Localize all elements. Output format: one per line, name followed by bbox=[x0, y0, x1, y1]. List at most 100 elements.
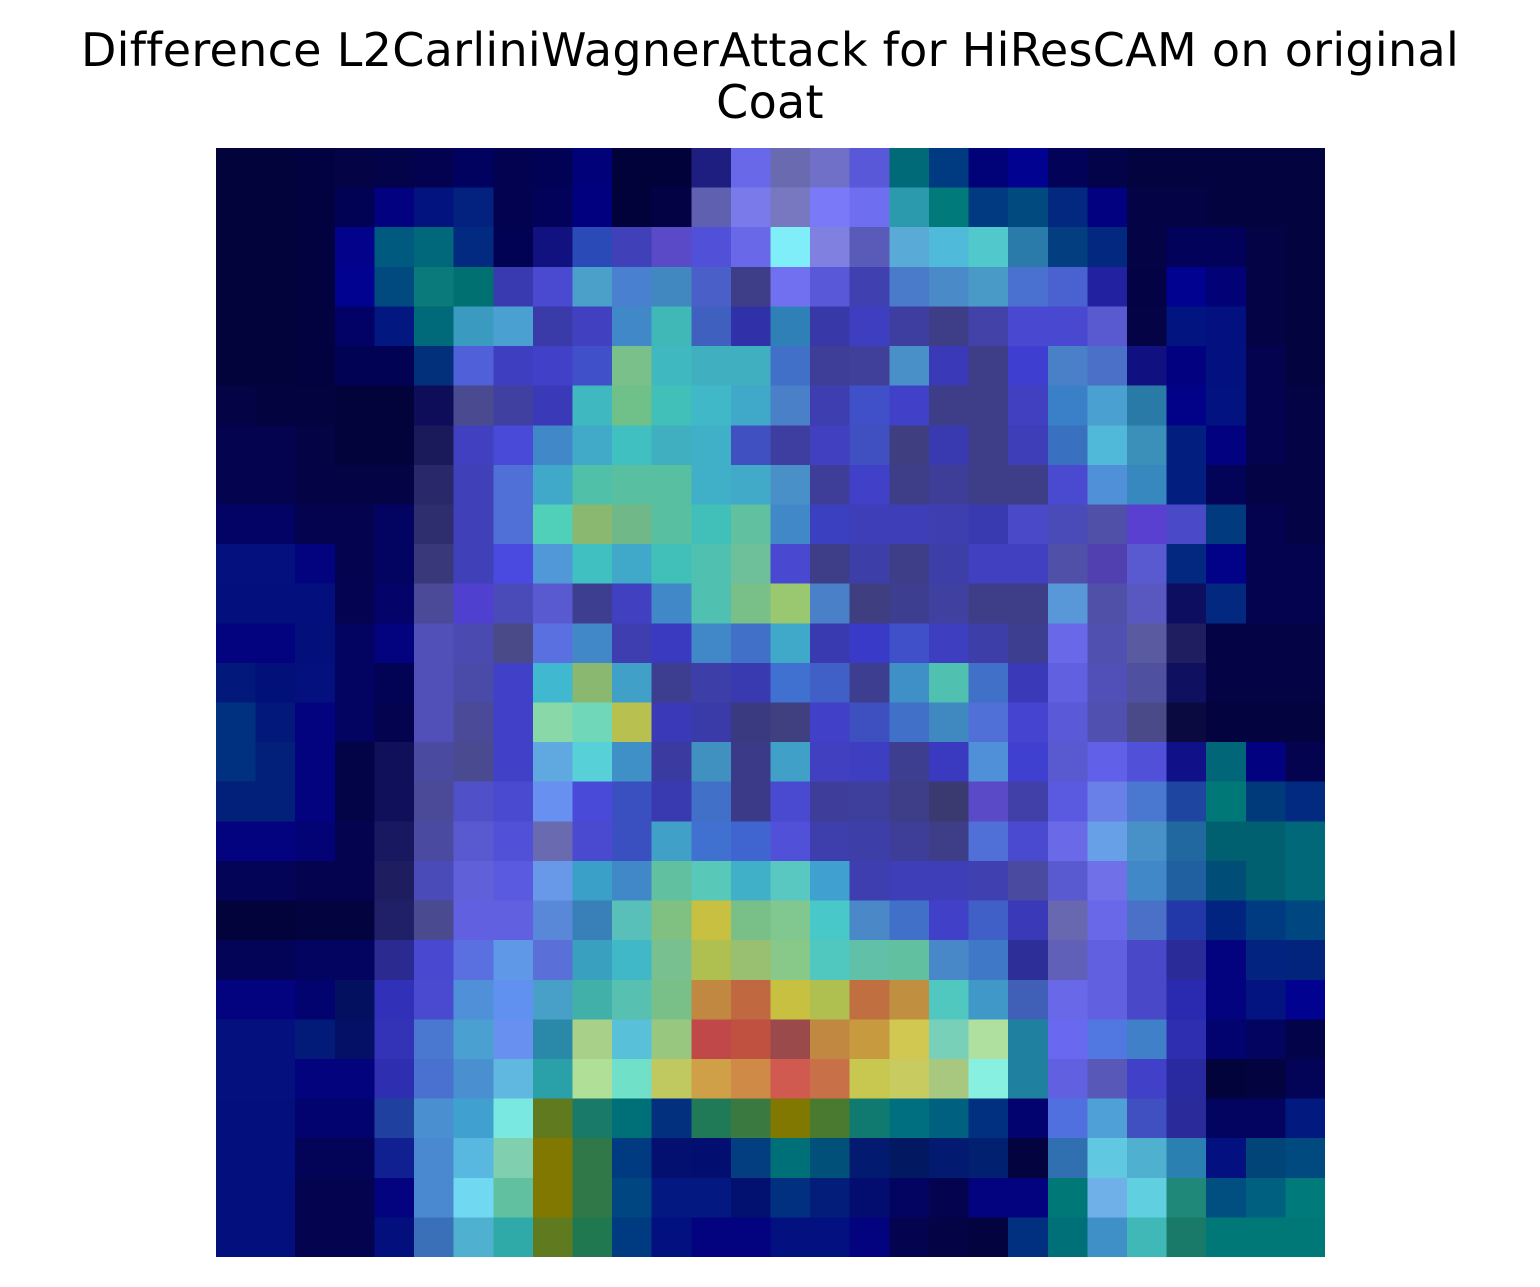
heatmap-cell-r9-c7 bbox=[493, 504, 534, 545]
heatmap-cell-r5-c5 bbox=[414, 346, 455, 387]
heatmap-cell-r15-c17 bbox=[889, 742, 930, 783]
heatmap-cell-r0-c6 bbox=[453, 148, 494, 189]
heatmap-cell-r23-c12 bbox=[691, 1058, 732, 1100]
heatmap-cell-r7-c22 bbox=[1087, 425, 1128, 466]
heatmap-cell-r13-c25 bbox=[1206, 662, 1247, 704]
heatmap-cell-r22-c5 bbox=[414, 1019, 455, 1060]
heatmap-cell-r5-c20 bbox=[1008, 346, 1049, 387]
heatmap-cell-r1-c22 bbox=[1087, 187, 1128, 228]
heatmap-cell-r13-c17 bbox=[889, 662, 930, 704]
heatmap-cell-r3-c7 bbox=[493, 266, 534, 308]
heatmap-cell-r7-c14 bbox=[770, 425, 811, 466]
heatmap-cell-r13-c24 bbox=[1166, 662, 1207, 704]
heatmap-cell-r13-c6 bbox=[453, 662, 494, 704]
heatmap-cell-r4-c24 bbox=[1166, 306, 1207, 347]
heatmap-cell-r1-c11 bbox=[651, 187, 692, 228]
heatmap-cell-r21-c21 bbox=[1047, 979, 1088, 1020]
heatmap-cell-r24-c20 bbox=[1008, 1098, 1049, 1139]
heatmap-cell-r3-c17 bbox=[889, 266, 930, 308]
heatmap-cell-r14-c14 bbox=[770, 702, 811, 743]
heatmap-cell-r21-c14 bbox=[770, 979, 811, 1020]
heatmap-cell-r22-c25 bbox=[1206, 1019, 1247, 1060]
heatmap-cell-r10-c26 bbox=[1245, 544, 1286, 585]
heatmap-cell-r10-c22 bbox=[1087, 544, 1128, 585]
heatmap-cell-r27-c2 bbox=[295, 1217, 336, 1257]
heatmap-cell-r25-c17 bbox=[889, 1138, 930, 1179]
heatmap-cell-r12-c23 bbox=[1126, 623, 1168, 664]
heatmap-cell-r11-c11 bbox=[651, 583, 692, 624]
heatmap-cell-r6-c21 bbox=[1047, 385, 1088, 426]
heatmap-cell-r0-c1 bbox=[255, 148, 296, 189]
heatmap-cell-r15-c6 bbox=[453, 742, 494, 783]
heatmap-cell-r2-c20 bbox=[1008, 227, 1049, 268]
heatmap-cell-r23-c20 bbox=[1008, 1058, 1049, 1100]
heatmap-cell-r16-c26 bbox=[1245, 781, 1286, 822]
heatmap-cell-r12-c19 bbox=[968, 623, 1009, 664]
heatmap-cell-r5-c13 bbox=[730, 346, 772, 387]
heatmap-cell-r0-c16 bbox=[849, 148, 890, 189]
heatmap-cell-r13-c9 bbox=[572, 662, 613, 704]
heatmap-cell-r13-c15 bbox=[810, 662, 851, 704]
heatmap-cell-r10-c12 bbox=[691, 544, 732, 585]
heatmap-cell-r11-c20 bbox=[1008, 583, 1049, 624]
heatmap-cell-r14-c10 bbox=[612, 702, 653, 743]
heatmap-cell-r3-c15 bbox=[810, 266, 851, 308]
heatmap-cell-r23-c19 bbox=[968, 1058, 1009, 1100]
heatmap-cell-r15-c27 bbox=[1285, 742, 1325, 783]
heatmap-cell-r21-c2 bbox=[295, 979, 336, 1020]
heatmap-cell-r24-c5 bbox=[414, 1098, 455, 1139]
heatmap-cell-r0-c10 bbox=[612, 148, 653, 189]
heatmap-cell-r4-c18 bbox=[928, 306, 970, 347]
heatmap-cell-r22-c2 bbox=[295, 1019, 336, 1060]
heatmap-cell-r17-c19 bbox=[968, 821, 1009, 862]
heatmap-cell-r24-c27 bbox=[1285, 1098, 1325, 1139]
heatmap-cell-r27-c5 bbox=[414, 1217, 455, 1257]
heatmap-cell-r2-c18 bbox=[928, 227, 970, 268]
heatmap-cell-r10-c23 bbox=[1126, 544, 1168, 585]
heatmap-cell-r1-c1 bbox=[255, 187, 296, 228]
heatmap-cell-r10-c17 bbox=[889, 544, 930, 585]
heatmap-cell-r15-c15 bbox=[810, 742, 851, 783]
heatmap-cell-r26-c9 bbox=[572, 1177, 613, 1218]
heatmap-cell-r5-c19 bbox=[968, 346, 1009, 387]
heatmap-cell-r5-c21 bbox=[1047, 346, 1088, 387]
heatmap-cell-r5-c14 bbox=[770, 346, 811, 387]
heatmap-cell-r20-c24 bbox=[1166, 940, 1207, 981]
heatmap-cell-r4-c27 bbox=[1285, 306, 1325, 347]
heatmap-cell-r24-c13 bbox=[730, 1098, 772, 1139]
heatmap-cell-r25-c16 bbox=[849, 1138, 890, 1179]
heatmap-cell-r4-c7 bbox=[493, 306, 534, 347]
heatmap-cell-r27-c0 bbox=[216, 1217, 257, 1257]
heatmap-cell-r0-c13 bbox=[730, 148, 772, 189]
heatmap-cell-r24-c6 bbox=[453, 1098, 494, 1139]
heatmap-cell-r11-c2 bbox=[295, 583, 336, 624]
heatmap-cell-r2-c16 bbox=[849, 227, 890, 268]
heatmap-cell-r6-c17 bbox=[889, 385, 930, 426]
heatmap-cell-r13-c26 bbox=[1245, 662, 1286, 704]
heatmap-cell-r27-c16 bbox=[849, 1217, 890, 1257]
heatmap-cell-r17-c3 bbox=[334, 821, 376, 862]
heatmap-cell-r12-c12 bbox=[691, 623, 732, 664]
heatmap-cell-r20-c23 bbox=[1126, 940, 1168, 981]
heatmap-cell-r21-c11 bbox=[651, 979, 692, 1020]
heatmap-cell-r10-c11 bbox=[651, 544, 692, 585]
heatmap-cell-r3-c13 bbox=[730, 266, 772, 308]
heatmap-cell-r14-c3 bbox=[334, 702, 376, 743]
heatmap-cell-r9-c12 bbox=[691, 504, 732, 545]
heatmap-cell-r21-c13 bbox=[730, 979, 772, 1020]
heatmap-cell-r10-c16 bbox=[849, 544, 890, 585]
heatmap-cell-r15-c25 bbox=[1206, 742, 1247, 783]
heatmap-cell-r26-c12 bbox=[691, 1177, 732, 1218]
heatmap-cell-r6-c15 bbox=[810, 385, 851, 426]
chart-title-line-2: Coat bbox=[716, 75, 824, 129]
heatmap-cell-r27-c10 bbox=[612, 1217, 653, 1257]
heatmap-cell-r10-c20 bbox=[1008, 544, 1049, 585]
heatmap-cell-r8-c17 bbox=[889, 464, 930, 506]
heatmap-cell-r6-c23 bbox=[1126, 385, 1168, 426]
heatmap-cell-r3-c27 bbox=[1285, 266, 1325, 308]
heatmap-cell-r17-c18 bbox=[928, 821, 970, 862]
heatmap-cell-r7-c3 bbox=[334, 425, 376, 466]
heatmap-cell-r11-c6 bbox=[453, 583, 494, 624]
heatmap-cell-r15-c11 bbox=[651, 742, 692, 783]
heatmap-cell-r8-c21 bbox=[1047, 464, 1088, 506]
